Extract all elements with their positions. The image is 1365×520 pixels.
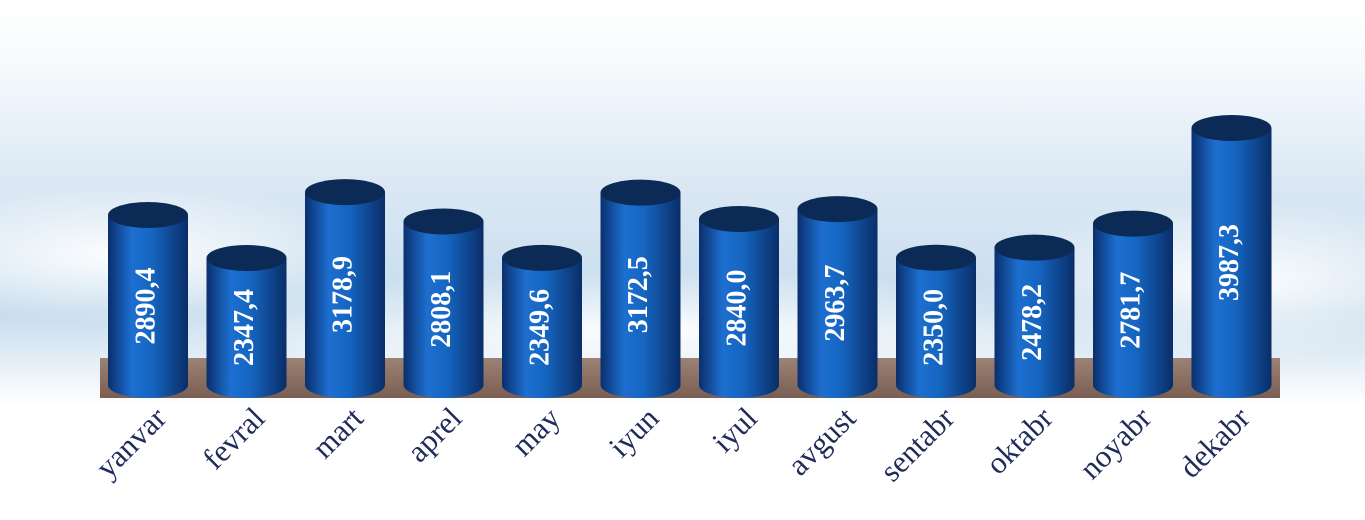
cylinder-top [994, 234, 1075, 261]
platform [100, 358, 1280, 398]
value-label: 2963,7 [820, 265, 851, 342]
cylinder-top [305, 179, 385, 206]
cylinder-top [797, 196, 878, 223]
cylinder-top [206, 245, 287, 271]
value-label: 2347,4 [229, 289, 260, 366]
cylinder-body [699, 218, 779, 398]
cylinder-top [1093, 210, 1173, 237]
cylinder-body [994, 247, 1075, 398]
cylinder-body [206, 258, 287, 398]
cylinder-top [896, 244, 976, 271]
value-label: 2808,1 [426, 271, 457, 348]
cylinder-top [600, 179, 681, 206]
cylinder-top [699, 205, 779, 232]
cylinder-body [1093, 223, 1173, 398]
cylinder-top [108, 201, 188, 228]
value-label: 2478,2 [1017, 284, 1048, 361]
cylinder-body [1191, 128, 1272, 398]
cylinder-body [305, 192, 385, 398]
cylinder-body [108, 214, 188, 398]
value-label: 2890,4 [130, 267, 161, 344]
value-label: 2840,0 [721, 269, 752, 346]
cylinder-body [797, 209, 878, 398]
cylinder-body [896, 257, 976, 398]
value-label: 3987,3 [1214, 224, 1245, 301]
cylinder-top [1191, 115, 1272, 141]
cylinder-body [600, 192, 681, 398]
value-label: 3172,5 [623, 256, 654, 333]
value-label: 2350,0 [918, 289, 949, 366]
cylinder-body [502, 257, 582, 398]
value-label: 2349,6 [524, 289, 555, 366]
value-label: 3178,9 [327, 256, 358, 333]
cylinder-body [403, 221, 484, 398]
cylinder-top [502, 244, 582, 271]
cylinder-top [403, 208, 484, 235]
value-label: 2781,7 [1115, 272, 1146, 349]
